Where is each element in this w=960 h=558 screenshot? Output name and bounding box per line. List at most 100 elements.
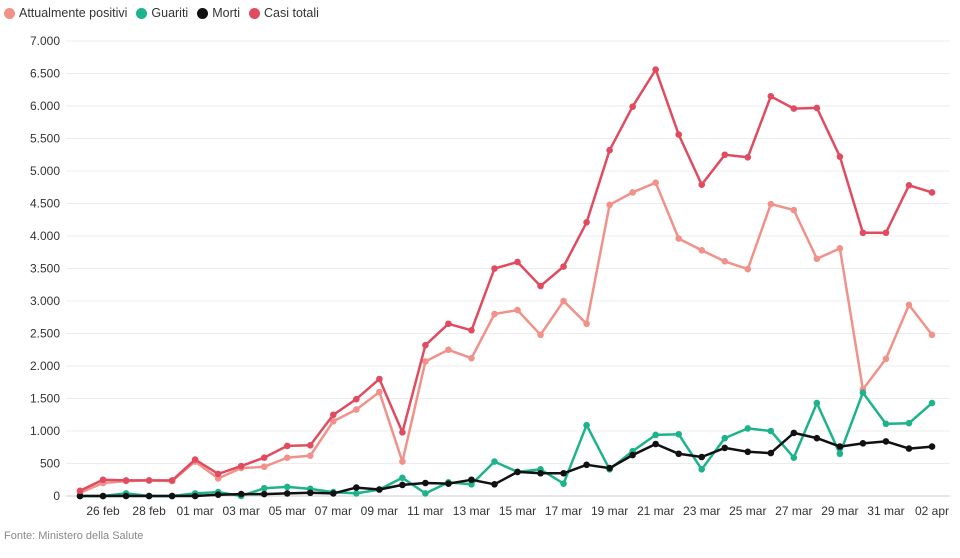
data-point bbox=[744, 425, 752, 432]
data-point bbox=[514, 468, 521, 476]
legend-item-1[interactable]: Guariti bbox=[136, 6, 188, 20]
data-point bbox=[652, 66, 659, 73]
legend-label: Attualmente positivi bbox=[19, 6, 128, 20]
x-tick-label: 07 mar bbox=[315, 504, 352, 518]
data-point bbox=[767, 449, 775, 457]
y-tick-label: 1.500 bbox=[30, 392, 60, 406]
data-point bbox=[306, 489, 314, 497]
data-point bbox=[790, 454, 798, 461]
legend-item-0[interactable]: Attualmente positivi bbox=[4, 6, 127, 20]
x-tick-label: 26 feb bbox=[86, 504, 120, 518]
x-tick-label: 09 mar bbox=[361, 504, 398, 518]
data-point bbox=[583, 219, 590, 226]
data-point bbox=[445, 346, 452, 354]
data-point bbox=[767, 427, 775, 435]
data-point bbox=[744, 448, 752, 456]
y-tick-label: 500 bbox=[40, 457, 60, 471]
data-point bbox=[376, 486, 383, 493]
x-tick-label: 17 mar bbox=[545, 504, 582, 518]
data-point bbox=[606, 146, 613, 154]
data-point bbox=[928, 443, 936, 450]
data-point bbox=[882, 229, 890, 237]
data-point bbox=[353, 395, 360, 403]
legend-label: Guariti bbox=[151, 6, 189, 20]
data-point bbox=[445, 480, 452, 487]
data-point bbox=[168, 477, 176, 484]
data-point bbox=[905, 182, 913, 189]
data-point bbox=[905, 445, 913, 452]
data-point bbox=[675, 235, 683, 242]
legend-item-3[interactable]: Casi totali bbox=[249, 6, 319, 20]
data-point bbox=[491, 265, 498, 272]
data-point bbox=[675, 450, 683, 458]
data-point bbox=[744, 154, 752, 161]
y-tick-label: 6.000 bbox=[30, 99, 60, 113]
legend-item-2[interactable]: Morti bbox=[197, 6, 240, 20]
data-point bbox=[422, 479, 429, 487]
series-line bbox=[78, 68, 934, 493]
data-point bbox=[836, 153, 844, 160]
data-point bbox=[306, 452, 314, 460]
data-point bbox=[99, 492, 107, 500]
data-point bbox=[813, 434, 821, 442]
x-tick-label: 03 mar bbox=[223, 504, 260, 518]
data-point bbox=[468, 354, 475, 362]
legend-label: Morti bbox=[212, 6, 240, 20]
data-point bbox=[514, 306, 521, 314]
legend-swatch bbox=[249, 7, 260, 19]
x-tick-label: 25 mar bbox=[729, 504, 766, 518]
data-point bbox=[721, 258, 729, 265]
data-point bbox=[260, 454, 268, 461]
data-point bbox=[606, 201, 613, 209]
x-tick-label: 01 mar bbox=[176, 504, 213, 518]
data-point bbox=[306, 442, 314, 449]
series-0 bbox=[76, 179, 936, 497]
data-point bbox=[76, 492, 84, 500]
data-point bbox=[652, 440, 659, 448]
data-point bbox=[583, 421, 590, 429]
x-tick-label: 31 mar bbox=[867, 504, 904, 518]
series-2 bbox=[76, 429, 936, 500]
data-point bbox=[928, 399, 936, 407]
data-point bbox=[491, 310, 498, 318]
data-point bbox=[606, 464, 613, 472]
data-point bbox=[629, 103, 636, 110]
data-point bbox=[905, 419, 913, 427]
data-point bbox=[652, 179, 659, 186]
data-point bbox=[767, 92, 775, 100]
data-point bbox=[260, 463, 268, 471]
y-tick-label: 0 bbox=[53, 489, 60, 503]
data-point bbox=[882, 420, 890, 428]
data-point bbox=[537, 331, 544, 339]
data-point bbox=[283, 483, 291, 491]
data-point bbox=[675, 131, 683, 138]
data-point bbox=[191, 456, 199, 463]
y-tick-label: 1.000 bbox=[30, 424, 60, 438]
data-point bbox=[260, 484, 268, 492]
data-point bbox=[882, 355, 890, 363]
x-tick-label: 13 mar bbox=[453, 504, 490, 518]
data-point bbox=[422, 358, 429, 365]
y-tick-label: 3.500 bbox=[30, 262, 60, 276]
data-point bbox=[537, 469, 544, 477]
data-point bbox=[928, 189, 936, 196]
data-point bbox=[859, 229, 867, 237]
data-point bbox=[468, 326, 475, 334]
y-tick-label: 6.500 bbox=[30, 67, 60, 81]
data-point bbox=[283, 442, 291, 450]
data-point bbox=[329, 411, 337, 419]
data-point bbox=[376, 375, 383, 383]
data-point bbox=[813, 255, 821, 263]
data-point bbox=[698, 453, 706, 461]
data-point bbox=[214, 475, 222, 482]
data-point bbox=[122, 477, 130, 484]
data-point bbox=[560, 480, 567, 487]
y-tick-label: 3.000 bbox=[30, 294, 60, 308]
data-point bbox=[859, 389, 867, 396]
x-tick-label: 15 mar bbox=[499, 504, 536, 518]
line-chart: 0 500 1.000 1.500 2.000 2.500 3.000 3.500 4.000 4… bbox=[30, 34, 950, 518]
data-point bbox=[675, 430, 683, 438]
data-point bbox=[859, 440, 867, 447]
series-line bbox=[78, 181, 934, 495]
data-point bbox=[76, 487, 84, 495]
